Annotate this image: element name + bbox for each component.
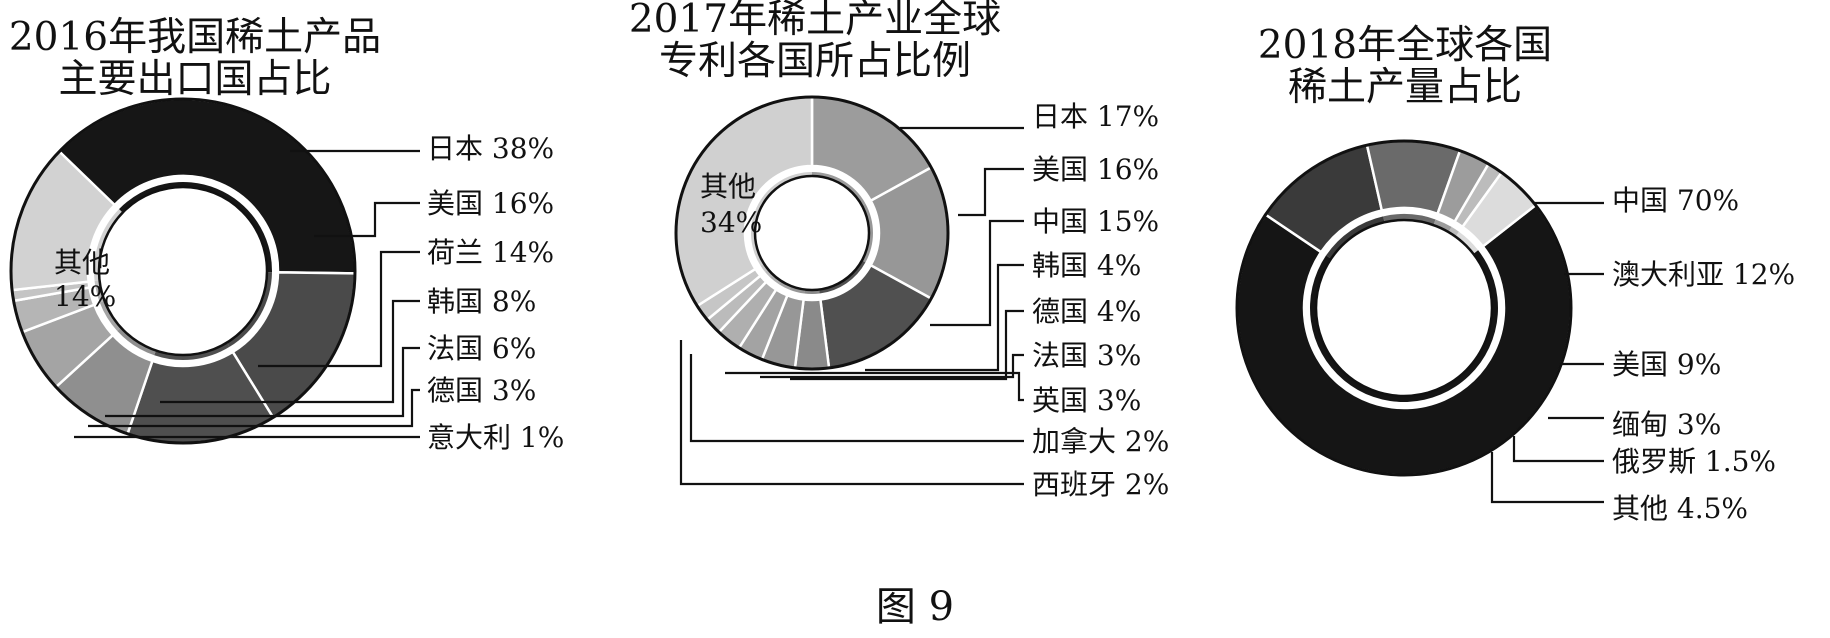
leader-line xyxy=(160,299,420,404)
slice-label-inside: 其他 xyxy=(700,170,756,203)
pie-inner-ring xyxy=(1326,216,1385,259)
slice-label: 美国 9% xyxy=(1612,348,1721,381)
pie-inner-ring xyxy=(861,203,873,263)
chart-title-line: 主要出口国占比 xyxy=(58,57,331,102)
slice-label: 意大利 1% xyxy=(427,421,564,454)
pie-gap-ring xyxy=(1304,208,1504,408)
pie-hole xyxy=(1314,218,1494,398)
pie-outline xyxy=(1235,139,1573,477)
slice-label: 德国 4% xyxy=(1032,295,1141,328)
pie-inner-ring xyxy=(95,285,105,303)
pie-gap-ring xyxy=(88,176,278,366)
slice-label: 英国 3% xyxy=(1032,384,1141,417)
pie-inner-ring xyxy=(94,209,123,281)
pie-inner-ring xyxy=(1433,219,1452,233)
slice-label-inside: 其他 xyxy=(54,246,110,279)
slice-label: 俄罗斯 1.5% xyxy=(1612,445,1776,478)
leader-line xyxy=(1490,452,1604,504)
slice-value-inside: 14% xyxy=(54,280,116,313)
leader-line xyxy=(105,346,420,418)
chart-title-line: 2017年稀土产业全球 xyxy=(629,0,1001,42)
slice-label: 荷兰 14% xyxy=(427,236,554,269)
leader-line xyxy=(760,353,1024,379)
slice-label: 美国 16% xyxy=(1032,153,1159,186)
leader-line xyxy=(930,219,1024,327)
pie-hole xyxy=(753,174,871,292)
slice-label: 法国 3% xyxy=(1032,339,1141,372)
pie-inner-ring xyxy=(760,263,769,272)
leader-line xyxy=(1512,436,1604,463)
slice-label: 中国 70% xyxy=(1612,184,1739,217)
pie-inner-ring xyxy=(99,300,121,332)
chart-title-line: 2016年我国稀土产品 xyxy=(9,15,381,60)
slice-label: 澳大利亚 12% xyxy=(1612,258,1795,291)
slice-label: 其他 4.5% xyxy=(1612,492,1748,525)
leader-line xyxy=(88,388,420,428)
figure-caption: 图 9 xyxy=(876,584,954,630)
pie-inner-ring xyxy=(1448,226,1459,237)
slice-label: 中国 15% xyxy=(1032,205,1159,238)
leader-line xyxy=(258,250,420,368)
slice-label: 韩国 8% xyxy=(427,285,536,318)
slice-label: 西班牙 2% xyxy=(1032,468,1169,501)
slice-value-inside: 34% xyxy=(700,206,762,239)
pie-outline xyxy=(9,97,357,445)
leader-line xyxy=(679,340,1024,486)
pie-inner-ring xyxy=(750,172,812,266)
leader-line xyxy=(689,354,1024,443)
chart-title-line: 2018年全球各国 xyxy=(1258,23,1552,68)
slice-label: 缅甸 3% xyxy=(1612,408,1721,441)
pie-outline xyxy=(674,95,950,371)
pie-inner-ring xyxy=(1455,231,1479,254)
leader-line xyxy=(958,167,1024,217)
slice-label: 美国 16% xyxy=(427,187,554,220)
pie-inner-ring xyxy=(779,281,792,290)
chart-title-line: 专利各国所占比例 xyxy=(659,39,971,84)
chart-title-line: 稀土产量占比 xyxy=(1288,65,1522,110)
slice-label: 日本 38% xyxy=(427,132,554,165)
leader-line xyxy=(790,309,1024,381)
pie-inner-ring xyxy=(764,269,773,278)
leader-line xyxy=(865,263,1024,372)
pie-hole xyxy=(97,185,269,357)
pie-gap-ring xyxy=(745,166,879,300)
slice-label: 法国 6% xyxy=(427,332,536,365)
leader-line xyxy=(725,371,1024,402)
slice-label: 德国 3% xyxy=(427,374,536,407)
slice-label: 韩国 4% xyxy=(1032,249,1141,282)
slice-label: 加拿大 2% xyxy=(1032,425,1169,458)
leader-line xyxy=(314,201,420,238)
pie-inner-ring xyxy=(770,274,782,285)
slice-label: 日本 17% xyxy=(1032,100,1159,133)
